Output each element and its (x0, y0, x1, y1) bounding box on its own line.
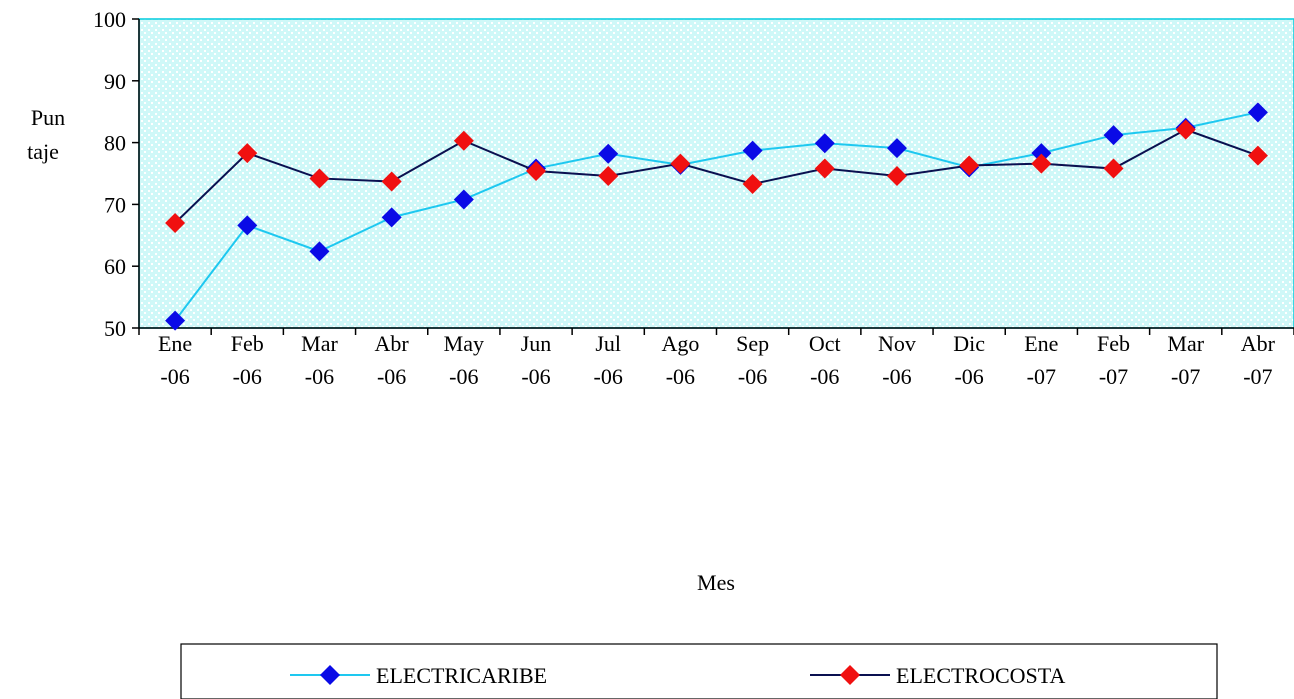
series-line-electricaribe (174, 111, 1259, 322)
x-tick-label: Mar -06 (301, 331, 338, 389)
x-tick-label: May -06 (444, 331, 484, 389)
series-line-electrocosta (174, 128, 1259, 224)
x-tick-label: Sep -06 (736, 331, 769, 389)
series-electrocosta (165, 119, 1268, 233)
y-tick-label: 70 (104, 192, 126, 217)
data-point-electrocosta (814, 158, 835, 179)
y-tick-label: 90 (104, 69, 126, 94)
x-tick-label: Feb -06 (231, 331, 264, 389)
legend-box (180, 643, 1218, 699)
data-point-electrocosta (237, 143, 258, 164)
legend-label-electrocosta: ELECTROCOSTA (896, 663, 1065, 688)
data-point-electrocosta (526, 161, 547, 182)
y-tick-label: 100 (93, 7, 126, 32)
data-point-electricaribe (165, 310, 186, 331)
x-tick-label: Nov -06 (878, 331, 916, 389)
data-point-electricaribe (381, 207, 402, 228)
y-tick-label: 60 (104, 254, 126, 279)
x-tick-label: Feb -07 (1097, 331, 1130, 389)
legend-item-electrocosta: ELECTROCOSTA (810, 663, 1065, 688)
x-tick-label: Ago -06 (661, 331, 699, 389)
data-point-electrocosta (886, 165, 907, 186)
x-tick-label: Jun -06 (521, 331, 552, 389)
x-tick-label: Oct -06 (809, 331, 841, 389)
data-point-electrocosta (598, 165, 619, 186)
legend: ELECTRICARIBE ELECTROCOSTA (180, 643, 1218, 699)
x-tick-label: Mar -07 (1167, 331, 1204, 389)
data-point-electrocosta (165, 212, 186, 233)
data-point-electricaribe (453, 189, 474, 210)
y-tick-label: 80 (104, 131, 126, 156)
data-point-electrocosta (309, 168, 330, 189)
data-point-electrocosta (453, 130, 474, 151)
x-tick-label: Ene -07 (1024, 331, 1058, 389)
data-point-electricaribe (598, 143, 619, 164)
data-point-electricaribe (237, 215, 258, 236)
data-point-electricaribe (1031, 143, 1052, 164)
data-point-electrocosta (959, 155, 980, 176)
x-tick-label: Abr -07 (1241, 331, 1276, 389)
data-point-electrocosta (1103, 158, 1124, 179)
data-point-electrocosta (1175, 119, 1196, 140)
x-tick-label: Ene -06 (158, 331, 192, 389)
x-tick-label: Abr -06 (375, 331, 410, 389)
legend-marker-electricaribe (320, 665, 340, 685)
y-axis-title-line-2: taje (27, 139, 59, 164)
data-point-electricaribe (309, 241, 330, 262)
data-point-electricaribe (886, 138, 907, 159)
legend-marker-electrocosta (840, 665, 860, 685)
y-axis: 50 60 70 80 90 100 (93, 7, 140, 341)
data-point-electrocosta (1247, 145, 1268, 166)
data-point-electrocosta (1031, 153, 1052, 174)
data-point-electrocosta (381, 171, 402, 192)
x-axis-title: Mes (697, 570, 735, 595)
data-point-electrocosta (670, 153, 691, 174)
x-tick-label: Jul -06 (594, 331, 623, 389)
x-axis: Ene -06 Feb -06 Mar -06 Abr -06 May -06 Jun -06 Jul -… (138, 327, 1294, 389)
y-tick-label: 50 (104, 316, 126, 341)
data-point-electricaribe (1103, 125, 1124, 146)
data-point-electricaribe (814, 133, 835, 154)
series-layer (165, 102, 1268, 331)
data-point-electrocosta (742, 174, 763, 195)
x-tick-label: Dic -06 (953, 331, 985, 389)
legend-item-electricaribe: ELECTRICARIBE (290, 663, 547, 688)
data-point-electricaribe (742, 140, 763, 161)
y-axis-title-line-1: Pun (31, 105, 65, 130)
legend-label-electricaribe: ELECTRICARIBE (376, 663, 547, 688)
data-point-electricaribe (1247, 102, 1268, 123)
